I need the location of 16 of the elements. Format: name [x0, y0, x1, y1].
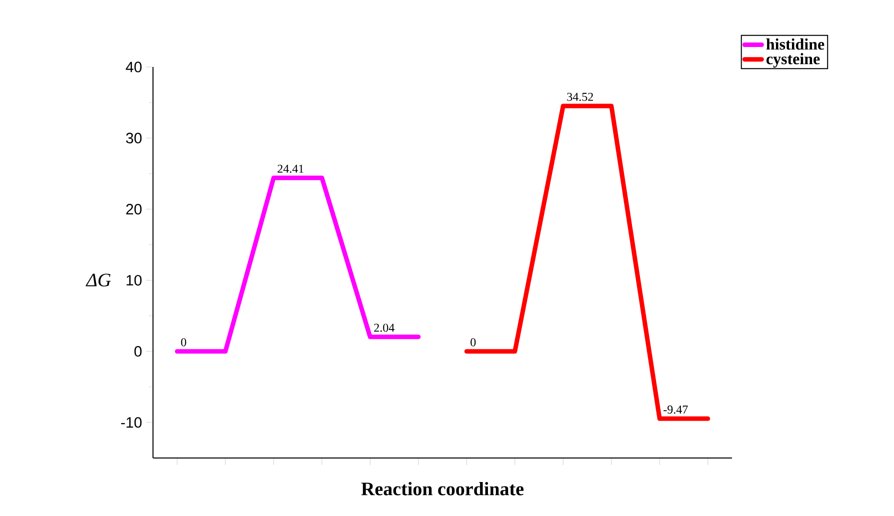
data-label: 24.41: [278, 164, 304, 173]
y-tick-label: 10: [126, 274, 142, 286]
y-axis-title: ΔG: [86, 274, 111, 286]
y-tick-label: -10: [121, 417, 142, 428]
data-label: 34.52: [567, 92, 593, 101]
y-tick-label: 40: [126, 62, 142, 72]
y-tick-label: 0: [134, 346, 142, 357]
y-tick-label: 20: [126, 204, 142, 214]
x-axis-title: Reaction coordinate: [361, 482, 524, 496]
legend-label: histidine: [766, 38, 824, 50]
y-tick-label: 30: [126, 132, 142, 144]
legend-label: cysteine: [766, 53, 820, 68]
data-label: 0: [181, 338, 186, 346]
data-label: 2.04: [374, 324, 394, 332]
data-label: -9.47: [664, 406, 688, 414]
data-label: 0: [470, 338, 476, 346]
